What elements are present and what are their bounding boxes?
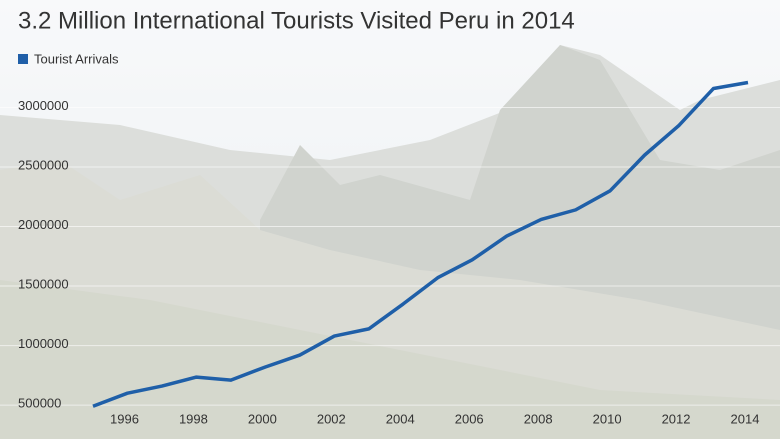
legend-label: Tourist Arrivals (34, 51, 119, 66)
x-tick-label: 1998 (179, 411, 208, 426)
x-tick-label: 2012 (662, 411, 691, 426)
legend-swatch (18, 54, 28, 64)
chart-title: 3.2 Million International Tourists Visit… (18, 7, 575, 34)
y-tick-label: 2500000 (18, 157, 69, 172)
x-tick-label: 2010 (593, 411, 622, 426)
y-tick-label: 1000000 (18, 336, 69, 351)
y-tick-label: 2000000 (18, 217, 69, 232)
x-tick-label: 2004 (386, 411, 415, 426)
data-line (92, 80, 749, 408)
y-tick-label: 500000 (18, 396, 61, 411)
x-tick-label: 2008 (524, 411, 553, 426)
y-tick-label: 3000000 (18, 98, 69, 113)
x-tick-label: 2014 (731, 411, 760, 426)
x-tick-label: 1996 (110, 411, 139, 426)
x-tick-label: 2000 (248, 411, 277, 426)
y-tick-label: 1500000 (18, 276, 69, 291)
x-tick-label: 2006 (455, 411, 484, 426)
x-tick-label: 2002 (317, 411, 346, 426)
